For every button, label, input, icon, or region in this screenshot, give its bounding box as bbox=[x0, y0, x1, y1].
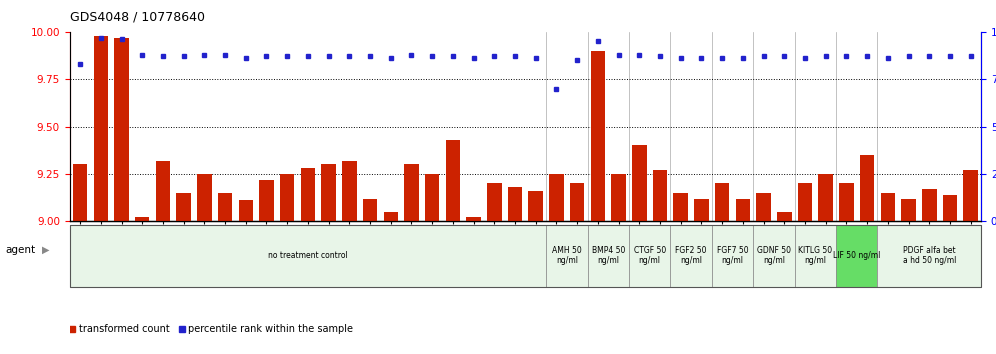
Bar bbox=[259, 179, 274, 221]
Bar bbox=[280, 174, 295, 221]
Text: GDS4048 / 10778640: GDS4048 / 10778640 bbox=[70, 11, 205, 24]
Bar bbox=[963, 170, 978, 221]
Bar bbox=[715, 183, 729, 221]
Bar bbox=[943, 195, 957, 221]
Bar bbox=[529, 191, 543, 221]
Bar bbox=[404, 164, 418, 221]
Bar bbox=[487, 183, 502, 221]
Bar bbox=[860, 155, 874, 221]
Bar bbox=[795, 225, 836, 287]
Text: GDNF 50
ng/ml: GDNF 50 ng/ml bbox=[757, 246, 791, 266]
Bar bbox=[176, 193, 191, 221]
Bar bbox=[880, 193, 895, 221]
Bar bbox=[70, 225, 546, 287]
Text: transformed count: transformed count bbox=[79, 324, 169, 334]
Text: no treatment control: no treatment control bbox=[268, 251, 348, 260]
Bar bbox=[549, 174, 564, 221]
Bar bbox=[94, 36, 108, 221]
Bar bbox=[798, 183, 813, 221]
Bar bbox=[322, 164, 336, 221]
Bar bbox=[628, 225, 670, 287]
Text: ▶: ▶ bbox=[42, 245, 50, 255]
Bar bbox=[425, 174, 439, 221]
Bar bbox=[632, 145, 646, 221]
Bar bbox=[135, 217, 149, 221]
Text: BMP4 50
ng/ml: BMP4 50 ng/ml bbox=[592, 246, 624, 266]
Text: LIF 50 ng/ml: LIF 50 ng/ml bbox=[833, 251, 880, 260]
Bar bbox=[238, 200, 253, 221]
Text: AMH 50
ng/ml: AMH 50 ng/ml bbox=[552, 246, 582, 266]
Bar bbox=[466, 217, 481, 221]
Bar bbox=[673, 193, 688, 221]
Bar bbox=[652, 170, 667, 221]
Bar bbox=[218, 193, 232, 221]
Bar bbox=[840, 183, 854, 221]
Bar bbox=[342, 161, 357, 221]
Bar bbox=[756, 193, 771, 221]
Text: percentile rank within the sample: percentile rank within the sample bbox=[188, 324, 354, 334]
Bar bbox=[694, 199, 709, 221]
Bar bbox=[836, 225, 877, 287]
Bar bbox=[73, 164, 88, 221]
Bar bbox=[445, 140, 460, 221]
Bar bbox=[753, 225, 795, 287]
Bar bbox=[363, 199, 377, 221]
Bar bbox=[588, 225, 628, 287]
Bar bbox=[712, 225, 753, 287]
Bar bbox=[736, 199, 750, 221]
Bar bbox=[612, 174, 625, 221]
Text: CTGF 50
ng/ml: CTGF 50 ng/ml bbox=[633, 246, 665, 266]
Bar bbox=[301, 168, 315, 221]
Bar bbox=[777, 212, 792, 221]
Bar bbox=[819, 174, 833, 221]
Bar bbox=[591, 51, 606, 221]
Bar bbox=[383, 212, 398, 221]
Bar bbox=[570, 183, 585, 221]
Bar bbox=[197, 174, 211, 221]
Bar bbox=[670, 225, 712, 287]
Text: KITLG 50
ng/ml: KITLG 50 ng/ml bbox=[799, 246, 833, 266]
Text: agent: agent bbox=[5, 245, 35, 255]
Bar bbox=[922, 189, 936, 221]
Bar bbox=[877, 225, 981, 287]
Bar bbox=[546, 225, 588, 287]
Text: FGF2 50
ng/ml: FGF2 50 ng/ml bbox=[675, 246, 707, 266]
Text: PDGF alfa bet
a hd 50 ng/ml: PDGF alfa bet a hd 50 ng/ml bbox=[902, 246, 956, 266]
Bar bbox=[155, 161, 170, 221]
Bar bbox=[508, 187, 522, 221]
Text: FGF7 50
ng/ml: FGF7 50 ng/ml bbox=[717, 246, 748, 266]
Bar bbox=[115, 38, 128, 221]
Bar bbox=[901, 199, 915, 221]
